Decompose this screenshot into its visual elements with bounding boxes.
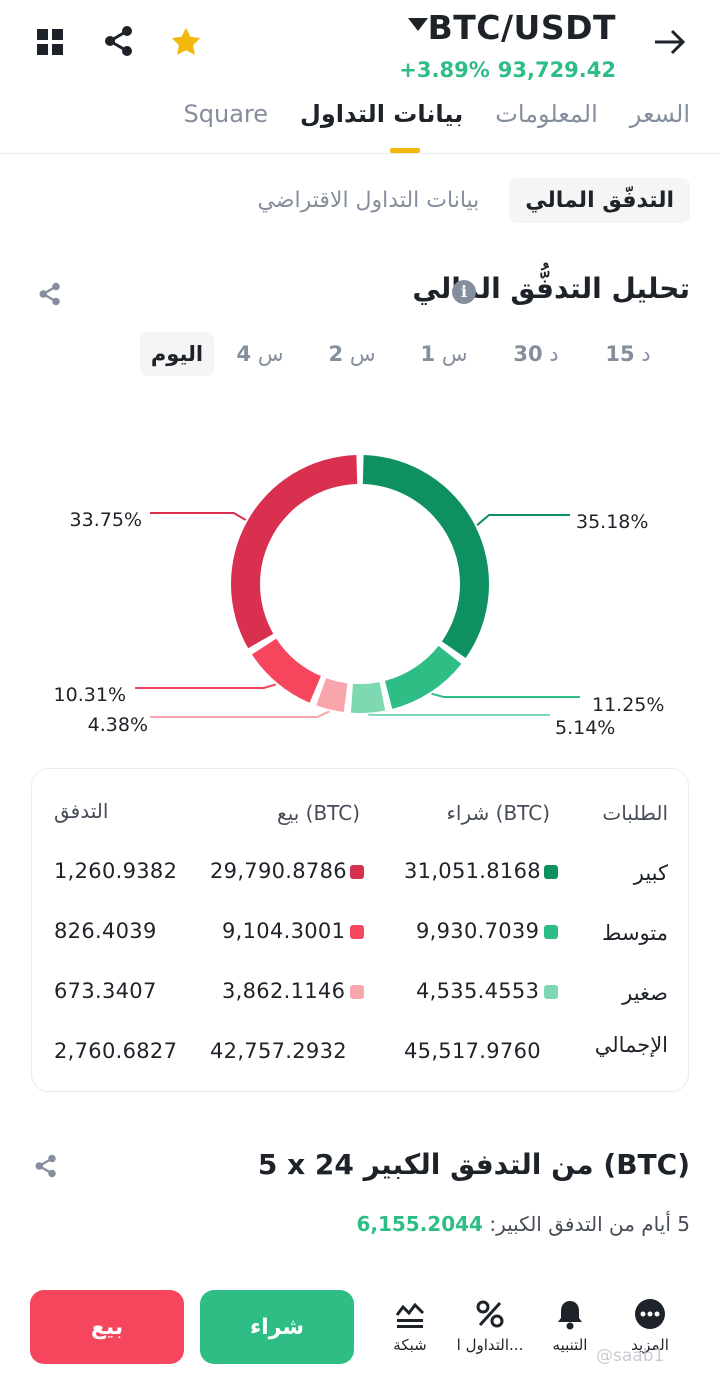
margin-trading-label: التداول ا... [456,1336,524,1354]
sell-medium-value: 9,104.3001 [222,919,346,943]
sub-tabs: التدفّق المالي بيانات التداول الاقتراضي [257,178,690,223]
pair-title[interactable]: BTC/USDT [427,8,616,47]
sell-total-value: 42,757.2932 [210,1039,347,1063]
share-icon[interactable] [102,24,136,58]
period-1h[interactable]: 1 س [420,342,468,366]
sell-small-value: 3,862.1146 [222,979,346,1003]
buy-large-swatch [544,865,558,879]
donut-label-5: 10.31% [54,684,126,706]
period-selector: 15 د 30 د 1 س 2 س 4 س اليوم [122,332,674,376]
header-buy: شراء (BTC) [446,801,550,825]
active-tab-indicator [390,148,420,153]
large-flow-title: 5 x 24 من التدفق الكبير (BTC) [257,1148,690,1181]
flow-small-value: 673.3407 [54,979,157,1003]
period-2h[interactable]: 2 س [328,342,376,366]
back-arrow-icon[interactable] [650,26,690,58]
sell-small-swatch [350,985,364,999]
buy-total-value: 45,517.9760 [404,1039,541,1063]
main-tabs: السعر المعلومات بيانات التداول Square [184,100,690,140]
price-line: +3.89% 93,729.42 [391,58,616,82]
large-flow-summary: 5 أيام من التدفق الكبير: 6,155.2044 [356,1212,690,1236]
period-today[interactable]: اليوم [140,332,214,376]
subtab-margin-data[interactable]: بيانات التداول الاقتراضي [257,188,480,213]
donut-slice-5 [251,638,321,703]
buy-medium-value: 9,930.7039 [416,919,540,943]
buy-medium-swatch [544,925,558,939]
subtab-money-flow[interactable]: التدفّق المالي [509,178,690,223]
watermark-text: @saab1 [596,1346,665,1366]
donut-leader-line-6 [150,512,247,521]
grid-chart-icon [370,1296,450,1332]
more-label: المزيد [631,1336,669,1354]
sell-medium-swatch [350,925,364,939]
tabs-divider [0,153,720,154]
donut-slice-2 [384,645,462,709]
row-label-total: الإجمالي [594,1033,668,1057]
sell-button[interactable]: بيع [30,1290,184,1364]
tab-trading-data[interactable]: بيانات التداول [300,100,464,128]
donut-leader-line-1 [476,514,570,526]
pair-dropdown-icon[interactable] [408,18,428,31]
margin-trading-button[interactable]: التداول ا... [450,1296,530,1354]
period-30m[interactable]: 30 د [513,342,559,366]
header-sell: بيع (BTC) [277,801,360,825]
donut-label-4: 4.38% [88,714,148,736]
donut-leader-line-4 [150,710,330,718]
donut-label-6: 33.75% [70,509,142,531]
large-flow-value: 6,155.2044 [356,1212,483,1236]
money-flow-donut-chart: 35.18% 11.25%5.14% 4.38% 10.31% 33.75% [54,455,664,739]
more-button[interactable]: المزيد [610,1296,690,1354]
donut-slice-1 [362,455,489,659]
period-4h[interactable]: 4 س [236,342,284,366]
percent-icon [450,1296,530,1332]
buy-large-value: 31,051.8168 [404,859,541,883]
share-icon[interactable] [32,1152,60,1180]
buy-button[interactable]: شراء [200,1290,354,1364]
header-orders: الطلبات [602,801,668,825]
more-icon [610,1296,690,1332]
flow-total-value: 2,760.6827 [54,1039,178,1063]
grid-trading-label: شبكة [393,1336,427,1354]
alert-button[interactable]: التنبيه [530,1296,610,1354]
donut-label-1: 35.18% [576,511,648,533]
period-15m[interactable]: 15 د [605,342,651,366]
tab-square[interactable]: Square [183,100,269,128]
money-flow-table: الطلبات شراء (BTC) بيع (BTC) التدفق كبير… [31,768,689,1092]
grid-menu-icon[interactable] [34,26,66,58]
donut-leader-line-5 [135,683,277,689]
donut-slice-3 [350,682,386,713]
row-label-small: صغير [622,981,668,1005]
row-label-medium: متوسط [602,921,668,945]
donut-slice-6 [231,455,358,649]
price-change: +3.89% [399,58,490,82]
flow-large-value: 1,260.9382 [54,859,178,883]
header-flow: التدفق [54,799,109,823]
buy-small-swatch [544,985,558,999]
tab-info[interactable]: المعلومات [495,100,598,128]
flow-medium-value: 826.4039 [54,919,157,943]
row-label-large: كبير [633,861,668,885]
buy-small-value: 4,535.4553 [416,979,540,1003]
last-price: 93,729.42 [497,58,616,82]
sell-large-value: 29,790.8786 [210,859,347,883]
share-icon[interactable] [36,280,64,308]
alert-label: التنبيه [552,1336,588,1354]
sell-large-swatch [350,865,364,879]
donut-slice-4 [316,678,348,712]
large-flow-label: 5 أيام من التدفق الكبير: [489,1212,690,1236]
favorite-star-icon[interactable] [168,24,204,60]
tab-price[interactable]: السعر [629,100,690,128]
donut-label-2: 11.25% [592,694,664,716]
donut-leader-line-2 [431,692,580,698]
grid-trading-button[interactable]: شبكة [370,1296,450,1354]
donut-label-3: 5.14% [555,717,615,739]
bell-icon [530,1296,610,1332]
info-icon[interactable]: i [452,280,476,304]
